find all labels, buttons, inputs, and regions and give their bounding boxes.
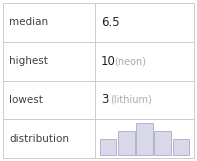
Bar: [136, 123, 153, 155]
Text: (lithium): (lithium): [110, 95, 152, 105]
Text: median: median: [9, 17, 48, 27]
Bar: [118, 131, 135, 155]
Text: 6.5: 6.5: [101, 16, 120, 29]
Text: highest: highest: [9, 56, 48, 66]
Text: 10: 10: [101, 55, 116, 68]
Bar: [100, 139, 116, 155]
Text: 3: 3: [101, 93, 108, 106]
Bar: [154, 131, 171, 155]
Text: lowest: lowest: [9, 95, 43, 105]
Bar: [173, 139, 189, 155]
Text: distribution: distribution: [9, 134, 69, 144]
Text: (neon): (neon): [114, 56, 146, 66]
